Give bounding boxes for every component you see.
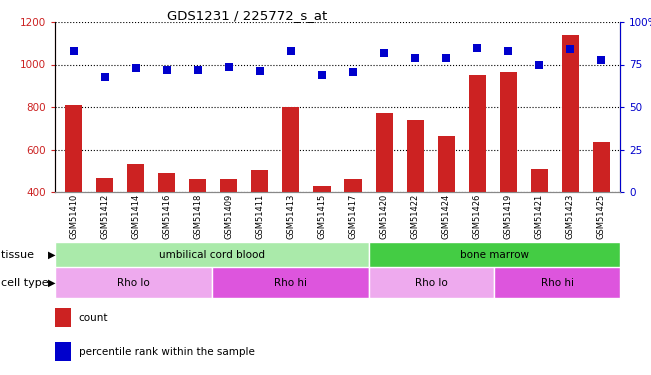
- Point: [565, 46, 575, 52]
- Bar: [344, 178, 361, 192]
- Text: Rho hi: Rho hi: [541, 278, 574, 288]
- Point: [379, 50, 389, 56]
- Point: [503, 48, 514, 54]
- Bar: [376, 113, 393, 192]
- Text: Rho lo: Rho lo: [117, 278, 150, 288]
- Bar: [495, 267, 620, 298]
- Text: GDS1231 / 225772_s_at: GDS1231 / 225772_s_at: [167, 9, 327, 22]
- Point: [348, 69, 358, 75]
- Bar: [55, 267, 212, 298]
- Bar: [189, 179, 206, 192]
- Point: [130, 64, 141, 70]
- Point: [161, 67, 172, 73]
- Bar: [369, 267, 495, 298]
- Bar: [212, 267, 369, 298]
- Point: [317, 72, 327, 78]
- Text: Rho lo: Rho lo: [415, 278, 448, 288]
- Bar: [127, 164, 145, 192]
- Text: percentile rank within the sample: percentile rank within the sample: [79, 346, 255, 357]
- Text: count: count: [79, 313, 108, 322]
- Point: [68, 48, 79, 54]
- Bar: [500, 72, 517, 192]
- Point: [596, 57, 607, 63]
- Point: [286, 48, 296, 54]
- Point: [193, 67, 203, 73]
- Bar: [469, 75, 486, 192]
- Bar: [65, 105, 82, 192]
- Bar: [55, 308, 71, 327]
- Point: [255, 68, 265, 74]
- Bar: [283, 107, 299, 192]
- Text: tissue: tissue: [1, 249, 38, 259]
- Bar: [562, 35, 579, 192]
- Bar: [407, 120, 424, 192]
- Bar: [531, 169, 548, 192]
- Text: umbilical cord blood: umbilical cord blood: [159, 249, 265, 259]
- Point: [100, 74, 110, 80]
- Point: [441, 55, 451, 61]
- Bar: [313, 186, 331, 192]
- Bar: [55, 342, 71, 361]
- Point: [472, 45, 482, 51]
- Point: [534, 62, 544, 68]
- Bar: [55, 242, 369, 267]
- Point: [224, 64, 234, 70]
- Text: Rho hi: Rho hi: [274, 278, 307, 288]
- Bar: [593, 142, 610, 192]
- Bar: [437, 136, 454, 192]
- Bar: [220, 179, 238, 192]
- Bar: [96, 178, 113, 192]
- Text: ▶: ▶: [48, 249, 55, 259]
- Bar: [158, 173, 175, 192]
- Bar: [369, 242, 620, 267]
- Bar: [251, 170, 268, 192]
- Point: [410, 55, 421, 61]
- Text: ▶: ▶: [48, 278, 55, 288]
- Text: cell type: cell type: [1, 278, 53, 288]
- Text: bone marrow: bone marrow: [460, 249, 529, 259]
